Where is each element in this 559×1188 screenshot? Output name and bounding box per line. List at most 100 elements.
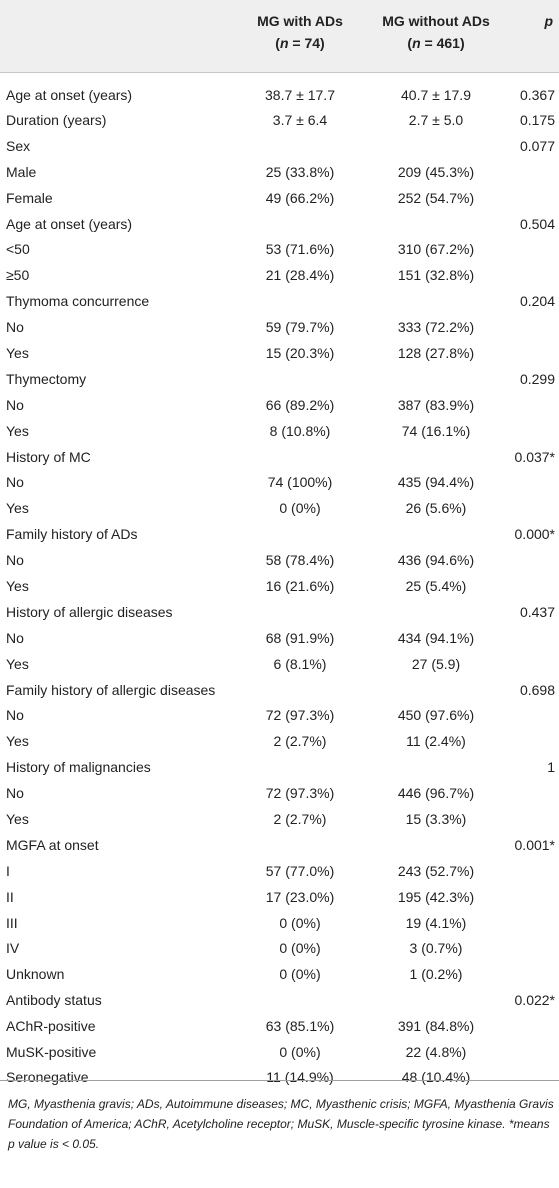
- table-row: History of MC 0.037*: [0, 444, 559, 470]
- table-footnote: MG, Myasthenia gravis; ADs, Autoimmune d…: [8, 1097, 554, 1151]
- data-table: MG with ADs (n = 74) MG without ADs (n =…: [0, 0, 559, 1096]
- cell-mg-without-ads: [368, 754, 504, 780]
- cell-p-value: 0.077: [519, 137, 555, 154]
- row-label: Male: [6, 163, 37, 180]
- table-row: History of allergic diseases 0.437: [0, 599, 559, 625]
- row-label: Sex: [6, 137, 31, 154]
- cell-p-value: 0.437: [519, 603, 555, 620]
- row-label: No: [6, 707, 24, 724]
- cell-mg-without-ads: [368, 987, 504, 1013]
- cell-p-value: [504, 884, 559, 910]
- cell-mg-without-ads: 27 (5.9): [411, 655, 461, 672]
- row-label: Age at onset (years): [6, 86, 133, 103]
- cell-mg-with-ads: 11 (14.9%): [266, 1069, 334, 1086]
- table-row: Thymectomy 0.299: [0, 366, 559, 392]
- cell-mg-with-ads: 8 (10.8%): [269, 422, 331, 439]
- cell-mg-without-ads: 436 (94.6%): [397, 552, 475, 569]
- cell-p-value: 0.175: [519, 111, 555, 128]
- cell-mg-without-ads: 209 (45.3%): [397, 163, 475, 180]
- cell-p-value: [504, 625, 559, 651]
- cell-mg-with-ads: 53 (71.6%): [265, 241, 335, 258]
- table-row: Seronegative 11 (14.9%) 48 (10.4%): [0, 1065, 559, 1096]
- cell-p-value: 0.037*: [514, 448, 555, 465]
- cell-mg-without-ads: 151 (32.8%): [397, 267, 475, 284]
- row-label: Antibody status: [6, 992, 102, 1009]
- cell-mg-with-ads: [232, 832, 368, 858]
- table-row: Male 25 (33.8%) 209 (45.3%): [0, 159, 559, 185]
- row-label: Yes: [6, 810, 29, 827]
- cell-p-value: 1: [547, 759, 555, 776]
- cell-p-value: 0.001*: [514, 836, 555, 853]
- cell-p-value: [504, 495, 559, 521]
- cell-mg-with-ads: [232, 366, 368, 392]
- table-row: MGFA at onset 0.001*: [0, 832, 559, 858]
- row-label: Seronegative: [6, 1069, 89, 1086]
- table-row: No 72 (97.3%) 446 (96.7%): [0, 780, 559, 806]
- table-row: Family history of allergic diseases 0.698: [0, 677, 559, 703]
- cell-p-value: 0.504: [519, 215, 555, 232]
- cell-mg-with-ads: 2 (2.7%): [273, 733, 327, 750]
- cell-mg-without-ads: 1 (0.2%): [409, 966, 463, 983]
- row-label: Thymectomy: [6, 370, 87, 387]
- cell-mg-without-ads: 435 (94.4%): [397, 474, 475, 491]
- cell-p-value: 0.698: [519, 681, 555, 698]
- table-row: Yes 2 (2.7%) 15 (3.3%): [0, 806, 559, 832]
- cell-p-value: [504, 1013, 559, 1039]
- table-row: Age at onset (years) 38.7 ± 17.7 40.7 ± 17…: [0, 72, 559, 107]
- cell-mg-without-ads: [368, 444, 504, 470]
- table-row: <50 53 (71.6%) 310 (67.2%): [0, 236, 559, 262]
- table-row: I 57 (77.0%) 243 (52.7%): [0, 858, 559, 884]
- cell-mg-with-ads: 57 (77.0%): [265, 862, 335, 879]
- row-label: Yes: [6, 422, 29, 439]
- cell-mg-without-ads: [368, 832, 504, 858]
- row-label: Yes: [6, 733, 29, 750]
- cell-p-value: [504, 651, 559, 677]
- cell-mg-without-ads: 74 (16.1%): [401, 422, 471, 439]
- row-label: No: [6, 785, 24, 802]
- header-mg-with-ads: MG with ADs (n = 74): [232, 0, 368, 73]
- row-label: Female: [6, 189, 53, 206]
- cell-p-value: [504, 910, 559, 936]
- row-label: MGFA at onset: [6, 836, 99, 853]
- cell-mg-with-ads: 15 (20.3%): [265, 344, 335, 361]
- cell-p-value: [504, 185, 559, 211]
- cell-p-value: 0.367: [519, 86, 555, 103]
- cell-mg-with-ads: 72 (97.3%): [265, 707, 335, 724]
- cell-mg-with-ads: 58 (78.4%): [265, 552, 335, 569]
- row-label: Yes: [6, 577, 29, 594]
- row-label: Yes: [6, 655, 29, 672]
- cell-mg-with-ads: [232, 599, 368, 625]
- cell-p-value: [504, 392, 559, 418]
- cell-mg-without-ads: 434 (94.1%): [397, 629, 475, 646]
- cell-p-value: [504, 728, 559, 754]
- cell-mg-with-ads: 68 (91.9%): [265, 629, 335, 646]
- cell-mg-without-ads: 26 (5.6%): [405, 500, 467, 517]
- table-row: Yes 0 (0%) 26 (5.6%): [0, 495, 559, 521]
- cell-mg-with-ads: [232, 288, 368, 314]
- table-row: Yes 15 (20.3%) 128 (27.8%): [0, 340, 559, 366]
- cell-p-value: [504, 573, 559, 599]
- cell-mg-without-ads: 333 (72.2%): [397, 319, 475, 336]
- cell-mg-without-ads: [368, 599, 504, 625]
- cell-mg-with-ads: [232, 677, 368, 703]
- row-label: Family history of ADs: [6, 526, 138, 543]
- table-row: Family history of ADs 0.000*: [0, 521, 559, 547]
- cell-mg-without-ads: 310 (67.2%): [397, 241, 475, 258]
- cell-mg-with-ads: 6 (8.1%): [273, 655, 327, 672]
- row-label: <50: [6, 241, 30, 258]
- cell-mg-with-ads: [232, 133, 368, 159]
- row-label: No: [6, 474, 24, 491]
- cell-mg-with-ads: 0 (0%): [279, 966, 321, 983]
- cell-mg-without-ads: 3 (0.7%): [409, 940, 463, 957]
- row-label: Yes: [6, 344, 29, 361]
- cell-mg-with-ads: [232, 521, 368, 547]
- cell-mg-with-ads: 63 (85.1%): [265, 1018, 335, 1035]
- header-mg-with-ads-title: MG with ADs: [257, 13, 343, 29]
- row-label: Duration (years): [6, 111, 107, 128]
- cell-mg-without-ads: 15 (3.3%): [405, 810, 467, 827]
- table-row: MuSK-positive 0 (0%) 22 (4.8%): [0, 1039, 559, 1065]
- cell-mg-with-ads: 17 (23.0%): [265, 888, 335, 905]
- cell-mg-with-ads: 0 (0%): [279, 914, 321, 931]
- cell-p-value: [504, 236, 559, 262]
- cell-mg-with-ads: [232, 211, 368, 237]
